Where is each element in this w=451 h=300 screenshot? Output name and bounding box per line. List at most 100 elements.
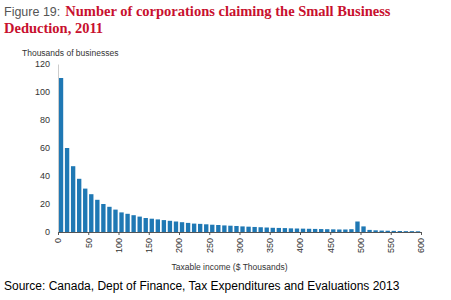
chart: Figure 19:Number of corporations claimin… — [0, 0, 451, 300]
x-tick: 0 — [53, 232, 63, 243]
bar — [325, 229, 329, 232]
bar — [283, 228, 287, 232]
bar — [210, 225, 214, 232]
x-tick: 550 — [386, 232, 396, 253]
y-tick-label: 80 — [40, 115, 50, 125]
y-axis-title: Thousands of businesses — [22, 48, 118, 58]
x-tick-mark — [179, 232, 180, 235]
bar — [240, 226, 244, 232]
x-tick: 300 — [235, 232, 245, 253]
x-tick: 200 — [174, 232, 184, 253]
bar — [119, 212, 123, 232]
bars — [59, 78, 420, 232]
bar — [349, 229, 353, 232]
bar — [386, 231, 390, 232]
x-tick-mark — [58, 232, 59, 235]
bar — [307, 229, 311, 232]
y-tick-label: 0 — [45, 227, 50, 237]
bar — [168, 221, 172, 232]
bar — [234, 226, 238, 232]
x-tick-mark — [209, 232, 210, 235]
x-tick-label: 0 — [53, 238, 63, 243]
x-tick-label: 450 — [326, 238, 336, 253]
x-tick-mark — [330, 232, 331, 235]
bar — [59, 78, 63, 232]
bar — [367, 230, 371, 232]
bar — [410, 231, 414, 232]
bar — [131, 215, 135, 232]
x-tick-mark — [240, 232, 241, 235]
bar — [95, 200, 99, 232]
source: Source: Canada, Dept of Finance, Tax Exp… — [4, 279, 400, 293]
x-tick: 400 — [295, 232, 305, 253]
bar — [271, 228, 275, 232]
y-axis: 0 20 40 60 80 100 120 — [35, 59, 59, 237]
x-tick-label: 150 — [144, 238, 154, 253]
bar — [228, 226, 232, 232]
x-tick-mark — [149, 232, 150, 235]
bar — [398, 231, 402, 232]
x-tick-mark — [88, 232, 89, 235]
x-tick: 450 — [326, 232, 336, 253]
bar — [343, 229, 347, 232]
bar — [416, 231, 420, 232]
bar — [204, 224, 208, 232]
y-tick-label: 20 — [40, 199, 50, 209]
x-tick-mark — [361, 232, 362, 235]
bar — [198, 224, 202, 232]
y-tick: 100 — [35, 87, 58, 97]
bar — [71, 166, 75, 232]
bar — [289, 228, 293, 232]
y-tick-label: 40 — [40, 171, 50, 181]
bar — [65, 148, 69, 232]
bar — [174, 222, 178, 233]
bar — [361, 226, 365, 232]
y-tick: 20 — [40, 199, 58, 209]
y-tick: 80 — [40, 115, 58, 125]
bar — [337, 229, 341, 232]
x-tick-label: 400 — [295, 238, 305, 253]
bar — [404, 231, 408, 232]
bar — [222, 225, 226, 232]
x-tick-mark — [119, 232, 120, 235]
bar — [192, 224, 196, 232]
x-tick-mark — [391, 232, 392, 235]
x-tick-mark — [300, 232, 301, 235]
x-tick-label: 300 — [235, 238, 245, 253]
y-tick: 40 — [40, 171, 58, 181]
x-tick-label: 200 — [174, 238, 184, 253]
x-axis-title: Taxable income ($ Thousands) — [171, 262, 287, 272]
y-tick: 120 — [35, 59, 58, 69]
x-axis-line — [59, 233, 422, 236]
bar — [216, 225, 220, 232]
bar — [77, 179, 81, 232]
bar — [313, 229, 317, 232]
bar — [89, 194, 93, 232]
bar — [180, 222, 184, 232]
x-axis: 0 50 100 150 200 250 300 350 400 450 500 550 600 — [53, 232, 426, 253]
y-tick-label: 100 — [35, 87, 50, 97]
bar — [331, 229, 335, 232]
x-tick-label: 250 — [205, 238, 215, 253]
x-tick: 100 — [114, 232, 124, 253]
y-tick-label: 120 — [35, 59, 50, 69]
bar — [246, 227, 250, 232]
x-tick: 50 — [84, 232, 94, 248]
bar — [156, 219, 160, 232]
y-tick: 60 — [40, 143, 58, 153]
y-tick-label: 60 — [40, 143, 50, 153]
x-tick: 500 — [356, 232, 366, 253]
bar — [150, 219, 154, 232]
x-tick-label: 600 — [416, 238, 426, 253]
bar — [319, 229, 323, 232]
bar — [186, 223, 190, 232]
bar — [258, 227, 262, 232]
bar — [379, 231, 383, 232]
bar — [162, 220, 166, 232]
x-tick: 600 — [416, 232, 426, 253]
figure-label: Figure 19: — [4, 5, 60, 19]
bar — [295, 229, 299, 233]
x-tick: 350 — [265, 232, 275, 253]
x-tick-mark — [421, 232, 422, 235]
bar — [265, 228, 269, 232]
